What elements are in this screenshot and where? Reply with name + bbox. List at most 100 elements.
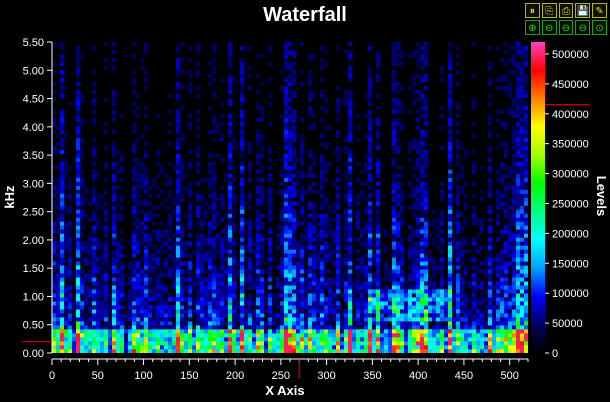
heatmap-cell — [252, 309, 257, 314]
heatmap-cell — [96, 169, 101, 174]
heatmap-cell — [292, 69, 297, 75]
heatmap-cell — [396, 121, 401, 127]
zoom-y-icon[interactable]: ⊖ — [575, 20, 591, 35]
heatmap-cell — [300, 257, 305, 262]
heatmap-cell — [52, 333, 57, 338]
heatmap-cell — [228, 321, 233, 326]
heatmap-cell — [216, 341, 221, 346]
heatmap-cell — [444, 341, 449, 346]
heatmap-cell — [404, 305, 409, 310]
heatmap-cell — [60, 189, 65, 194]
heatmap-cell — [516, 161, 521, 166]
heatmap-cell — [216, 233, 221, 238]
zoom-out-icon[interactable]: ⊖ — [541, 20, 557, 35]
heatmap-cell — [348, 53, 353, 59]
heatmap-cell — [276, 245, 281, 250]
heatmap-cell — [220, 229, 225, 234]
heatmap-cell — [160, 221, 165, 226]
heatmap-cell — [144, 149, 149, 154]
heatmap-cell — [376, 317, 381, 322]
heatmap-cell — [448, 205, 453, 210]
zoom-reset-icon[interactable]: ⊙ — [592, 20, 607, 35]
zoom-in-icon[interactable]: ⊕ — [525, 20, 540, 35]
heatmap-cell — [64, 325, 69, 330]
heatmap-cell — [84, 301, 89, 306]
heatmap-cell — [380, 325, 385, 330]
heatmap-cell — [420, 217, 425, 222]
heatmap-cell — [128, 333, 133, 338]
heatmap-cell — [396, 337, 401, 342]
heatmap-cell — [360, 229, 365, 234]
heatmap-cell — [504, 289, 509, 294]
heatmap-cell — [324, 109, 329, 115]
heatmap-cell — [68, 297, 73, 302]
pause-icon[interactable]: ⏸ — [525, 3, 540, 18]
heatmap-cell — [268, 205, 273, 210]
heatmap-cell — [216, 213, 221, 218]
heatmap-cell — [224, 257, 229, 262]
heatmap-cell — [120, 197, 125, 202]
heatmap-cell — [444, 345, 449, 350]
heatmap-cell — [356, 201, 361, 206]
heatmap-cell — [500, 193, 505, 198]
heatmap-cell — [68, 209, 73, 214]
heatmap-cell — [52, 225, 57, 230]
heatmap-cell — [524, 149, 528, 154]
heatmap-cell — [464, 309, 469, 314]
heatmap-cell — [112, 329, 117, 334]
heatmap-cell — [216, 329, 221, 334]
heatmap-cell — [468, 257, 473, 262]
heatmap-cell — [240, 73, 245, 79]
heatmap-cell — [460, 329, 465, 334]
heatmap-cell — [308, 105, 313, 111]
heatmap-cell — [480, 189, 485, 194]
heatmap-cell — [376, 53, 381, 59]
heatmap-cell — [136, 217, 141, 222]
heatmap-cell — [328, 341, 333, 346]
save-icon[interactable]: 💾 — [575, 3, 591, 18]
heatmap-cell — [56, 149, 61, 154]
heatmap-cell — [516, 133, 521, 138]
heatmap-cell — [88, 253, 93, 258]
heatmap-cell — [276, 325, 281, 330]
heatmap-cell — [348, 109, 353, 115]
heatmap-cell — [380, 297, 385, 302]
heatmap-cell — [488, 241, 493, 246]
heatmap-cell — [472, 281, 477, 286]
heatmap-cell — [280, 301, 285, 306]
heatmap-cell — [188, 209, 193, 214]
heatmap-cell — [368, 225, 373, 230]
heatmap-cell — [56, 317, 61, 322]
heatmap-cell — [376, 277, 381, 282]
heatmap-cell — [140, 237, 145, 242]
heatmap-cell — [156, 265, 161, 270]
copy-icon[interactable]: ⎘ — [541, 3, 557, 18]
heatmap-cell — [204, 305, 209, 310]
heatmap-cell — [328, 253, 333, 258]
heatmap-cell — [400, 273, 405, 278]
heatmap-cell — [292, 181, 297, 186]
heatmap-cell — [212, 333, 217, 338]
heatmap-cell — [188, 269, 193, 274]
heatmap-cell — [336, 129, 341, 135]
heatmap-cell — [492, 309, 497, 314]
heatmap-cell — [324, 257, 329, 262]
heatmap-cell — [64, 169, 69, 174]
heatmap-cell — [296, 325, 301, 330]
heatmap-cell — [120, 193, 125, 198]
heatmap-cell — [228, 249, 233, 254]
heatmap-cell — [424, 53, 429, 59]
zoom-x-icon[interactable]: ⊖ — [558, 20, 574, 35]
heatmap-cell — [180, 185, 185, 190]
heatmap-cell — [284, 93, 289, 99]
heatmap-cell — [448, 297, 453, 302]
heatmap-cell — [504, 321, 509, 326]
heatmap-cell — [268, 329, 273, 334]
heatmap-cell — [408, 249, 413, 254]
settings-icon[interactable]: ✎ — [592, 3, 607, 18]
print-icon[interactable]: ⎙ — [558, 3, 574, 18]
heatmap-cell — [112, 213, 117, 218]
heatmap-cell — [520, 45, 525, 51]
heatmap-cell — [448, 201, 453, 206]
heatmap-cell — [140, 165, 145, 170]
